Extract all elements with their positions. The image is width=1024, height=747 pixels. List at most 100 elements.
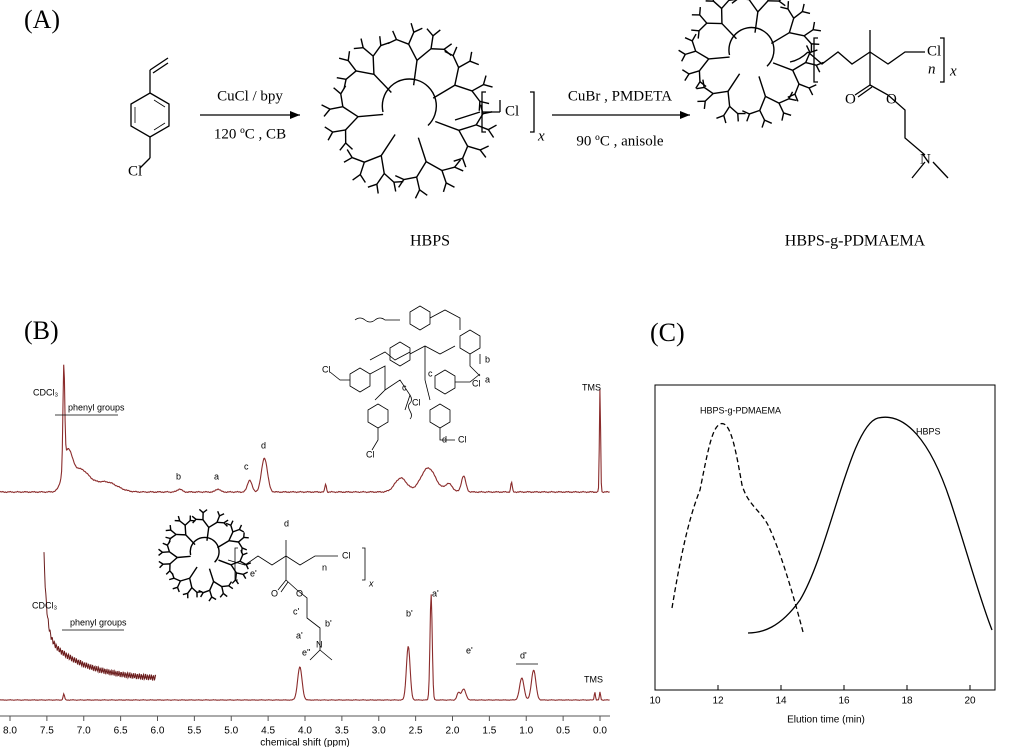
branch bbox=[699, 81, 707, 88]
branch bbox=[788, 18, 795, 33]
branch bbox=[373, 73, 392, 93]
branch bbox=[681, 69, 690, 75]
branch bbox=[162, 542, 168, 546]
branch bbox=[749, 109, 761, 115]
branch bbox=[483, 83, 493, 88]
atom: b' bbox=[325, 618, 332, 628]
reagent: CuCl / bpy bbox=[217, 88, 283, 104]
branch bbox=[767, 0, 769, 1]
peak-label: a bbox=[214, 471, 219, 481]
branch bbox=[461, 145, 469, 159]
branch bbox=[757, 0, 769, 13]
compound-name: HBPS-g-PDMAEMA bbox=[785, 233, 926, 250]
branch bbox=[425, 161, 443, 172]
subscript: x bbox=[949, 63, 957, 79]
peak-label: b bbox=[176, 471, 181, 481]
branch bbox=[202, 519, 210, 528]
branch bbox=[454, 84, 473, 92]
branch bbox=[398, 179, 405, 188]
branch bbox=[182, 592, 188, 596]
arrowhead bbox=[290, 111, 300, 119]
peak-label: e' bbox=[466, 645, 473, 655]
branch bbox=[416, 161, 427, 178]
branch bbox=[192, 518, 197, 524]
atom: e' bbox=[250, 568, 257, 578]
branch bbox=[445, 182, 455, 188]
branch bbox=[748, 0, 759, 13]
branch bbox=[808, 84, 817, 89]
branch bbox=[202, 589, 210, 594]
x-tick-label: 16 bbox=[838, 696, 850, 707]
branch bbox=[176, 587, 180, 593]
branch bbox=[332, 129, 346, 133]
branch bbox=[792, 61, 807, 71]
gpc-curve bbox=[671, 423, 804, 633]
branch bbox=[245, 564, 249, 570]
branch bbox=[232, 528, 240, 533]
branch bbox=[221, 585, 229, 588]
branch bbox=[345, 116, 359, 131]
branch bbox=[235, 579, 240, 585]
branch bbox=[396, 38, 409, 45]
monomer bbox=[130, 57, 170, 169]
branch bbox=[376, 184, 379, 194]
branch bbox=[704, 93, 714, 102]
structure bbox=[227, 540, 366, 661]
core bbox=[381, 78, 438, 127]
branch bbox=[343, 156, 353, 163]
branch bbox=[209, 590, 213, 598]
x-tick-label: 10 bbox=[649, 696, 661, 707]
branch bbox=[346, 149, 353, 158]
branch bbox=[327, 131, 334, 141]
branch bbox=[208, 568, 215, 582]
x-tick-label: 4.5 bbox=[261, 726, 275, 737]
branch bbox=[191, 515, 197, 520]
branch bbox=[721, 0, 730, 9]
branch bbox=[338, 57, 349, 62]
branch bbox=[242, 573, 247, 579]
branch bbox=[185, 534, 196, 546]
branch bbox=[165, 570, 171, 575]
x-tick-label: 4.0 bbox=[298, 726, 312, 737]
branch bbox=[230, 520, 234, 526]
branch bbox=[188, 578, 193, 588]
x-tick-label: 5.0 bbox=[224, 726, 238, 737]
branch bbox=[364, 154, 382, 163]
branch bbox=[487, 124, 497, 131]
branch bbox=[217, 510, 221, 517]
branch bbox=[805, 61, 817, 66]
branch bbox=[176, 580, 182, 588]
branch bbox=[761, 119, 766, 128]
branch bbox=[324, 126, 334, 133]
spectrum-trace bbox=[0, 594, 610, 701]
branch bbox=[359, 174, 366, 183]
branch bbox=[329, 106, 343, 110]
branch bbox=[230, 560, 241, 566]
branch bbox=[218, 559, 232, 566]
branch bbox=[158, 560, 164, 565]
x-tick-label: 2.5 bbox=[409, 726, 423, 737]
branch bbox=[794, 93, 799, 102]
branch bbox=[169, 570, 174, 576]
branch bbox=[461, 158, 467, 168]
peak-label: e'' bbox=[302, 647, 311, 657]
branch bbox=[413, 27, 423, 33]
subscript: x bbox=[368, 578, 374, 588]
branch bbox=[223, 522, 228, 527]
branch bbox=[208, 521, 218, 529]
branch bbox=[237, 541, 243, 549]
branch bbox=[479, 100, 490, 105]
inset bbox=[42, 598, 158, 688]
branch bbox=[432, 84, 456, 99]
branch bbox=[372, 56, 375, 75]
branch bbox=[789, 32, 805, 37]
branch bbox=[169, 556, 178, 565]
branch bbox=[443, 43, 453, 50]
x-tick-label: 8.0 bbox=[3, 726, 17, 737]
branch bbox=[168, 538, 172, 544]
branch bbox=[158, 548, 163, 553]
branch bbox=[238, 524, 243, 530]
atom: a' bbox=[296, 630, 303, 640]
branch bbox=[392, 30, 398, 40]
graft-chain bbox=[789, 30, 949, 179]
